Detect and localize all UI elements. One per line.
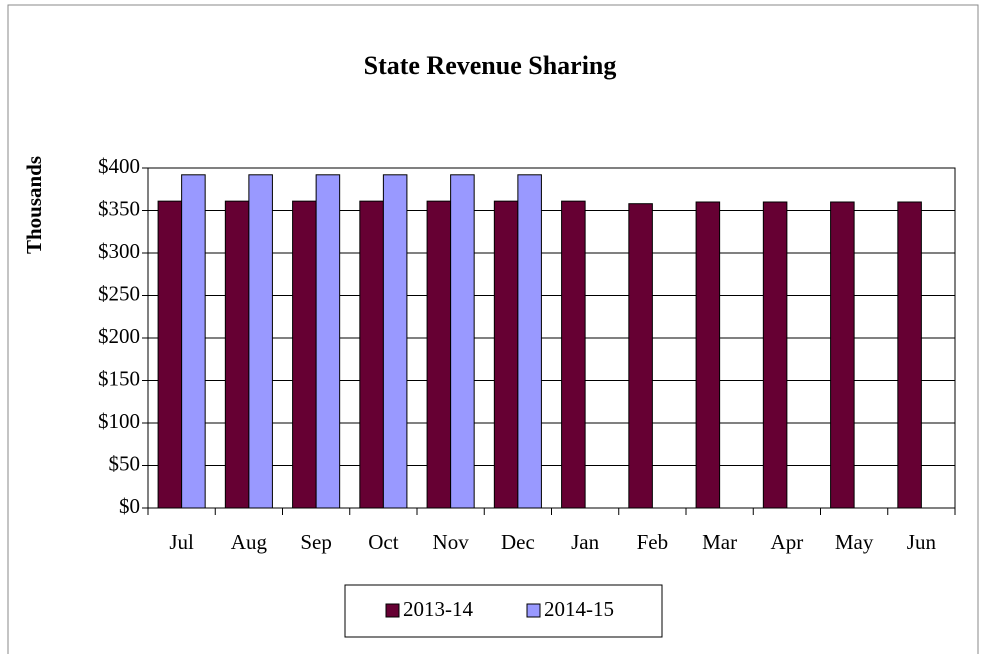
bar [762, 201, 788, 509]
x-tick-label: Feb [637, 530, 669, 554]
bar [181, 174, 206, 509]
bar [315, 174, 341, 509]
y-tick-label: $50 [109, 451, 141, 475]
legend-label: 2014-15 [544, 597, 614, 621]
y-tick-label: $150 [98, 366, 140, 390]
legend-swatch [526, 603, 541, 618]
bar [382, 174, 408, 509]
y-axis-label: Thousands [22, 156, 46, 254]
y-tick-label: $250 [98, 281, 140, 305]
bar [157, 200, 183, 509]
y-tick-label: $100 [98, 409, 140, 433]
bar [695, 201, 721, 509]
bar [830, 201, 855, 509]
bar [426, 200, 452, 509]
bar [517, 174, 542, 509]
x-tick-label: Dec [501, 530, 535, 554]
x-tick-label: Aug [231, 530, 268, 554]
x-tick-label: Mar [702, 530, 737, 554]
x-tick-label: Apr [771, 530, 804, 554]
bar [897, 201, 922, 509]
bar [224, 200, 250, 509]
y-tick-label: $350 [98, 196, 140, 220]
x-tick-label: Oct [368, 530, 398, 554]
x-tick-label: Jun [907, 530, 937, 554]
chart-title: State Revenue Sharing [364, 51, 617, 80]
bar [493, 200, 519, 509]
bar [450, 174, 475, 509]
y-tick-label: $400 [98, 154, 140, 178]
x-tick-label: Nov [433, 530, 470, 554]
x-tick-label: Jan [571, 530, 599, 554]
legend-swatch [385, 603, 400, 618]
bar [292, 200, 317, 509]
x-tick-label: Jul [169, 530, 194, 554]
bar [359, 200, 384, 509]
bar [248, 174, 273, 509]
x-tick-label: May [835, 530, 874, 554]
bar [628, 203, 653, 509]
legend-label: 2013-14 [403, 597, 473, 621]
bar [561, 200, 586, 509]
y-tick-label: $300 [98, 239, 140, 263]
y-tick-label: $0 [119, 494, 140, 518]
y-tick-label: $200 [98, 324, 140, 348]
x-tick-label: Sep [300, 530, 332, 554]
